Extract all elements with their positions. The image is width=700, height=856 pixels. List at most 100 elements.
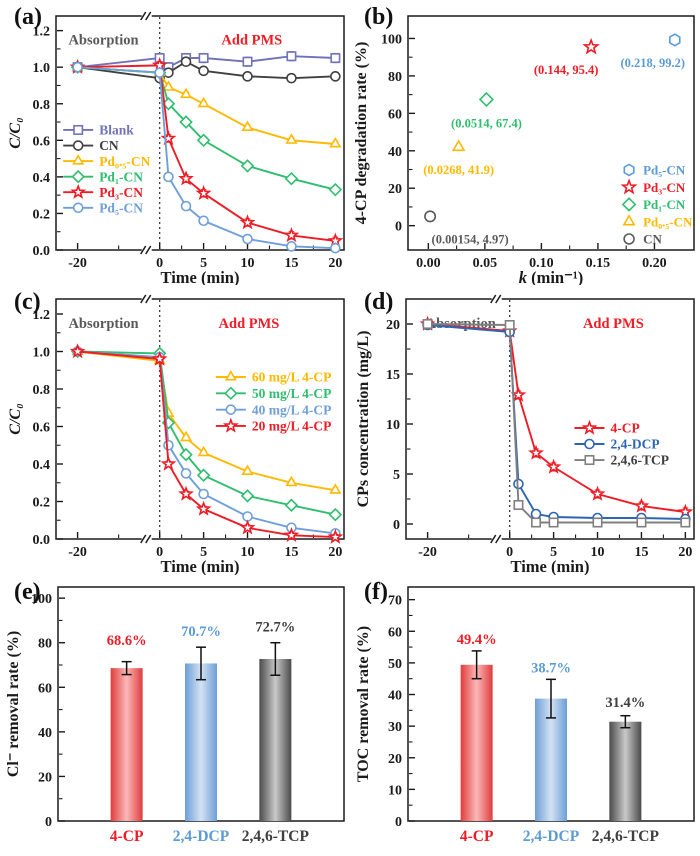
svg-text:Time (min): Time (min) [161, 268, 240, 285]
svg-text:0.4: 0.4 [33, 458, 51, 473]
svg-text:0.0: 0.0 [33, 244, 51, 259]
svg-text:15: 15 [284, 256, 298, 271]
legend: Pd₅-CN Pd₃-CN Pd₁-CN Pd₀.₅-CN CN [620, 163, 693, 247]
x-axis: 0.00 0.05 0.10 0.15 0.20 [416, 243, 667, 271]
panel-label-e: (e) [14, 579, 41, 605]
svg-text:0: 0 [156, 256, 163, 271]
svg-text:Cl⁻ removal rate (%): Cl⁻ removal rate (%) [5, 631, 22, 777]
y-axis: 0.0 0.2 0.4 0.6 0.8 1.0 1.2 C/C₀ [7, 308, 63, 548]
panel-a-chart: 0.0 0.2 0.4 0.6 0.8 1.0 1.2 C/C₀ -20 0 5 10 15 20 Time… [0, 0, 350, 285]
panel-label-c: (c) [14, 289, 41, 315]
svg-text:2,4,6-TCP: 2,4,6-TCP [242, 828, 310, 845]
svg-text:10: 10 [591, 545, 605, 560]
svg-text:100: 100 [381, 32, 402, 47]
x-axis: -20 0 5 10 15 20 [68, 243, 342, 271]
svg-text:Pd₅-CN: Pd₅-CN [643, 163, 686, 178]
svg-text:40 mg/L 4-CP: 40 mg/L 4-CP [252, 402, 332, 417]
svg-text:40: 40 [388, 145, 402, 160]
bar-4-CP: 49.4% 4-CP [457, 632, 497, 845]
y-axis: 0 5 10 15 20 CPs concentration (mg/L) [355, 318, 413, 533]
svg-text:0.2: 0.2 [33, 207, 51, 222]
svg-text:Pd₁-CN: Pd₁-CN [99, 169, 143, 184]
svg-text:-20: -20 [418, 545, 437, 560]
svg-text:0.15: 0.15 [586, 256, 611, 271]
svg-text:Blank: Blank [99, 123, 134, 138]
chart-svg-2: 0.0 0.2 0.4 0.6 0.8 1.0 1.2 C/C₀ -20 0 5 10 15 20 Time… [7, 294, 345, 575]
panel-label-a: (a) [14, 4, 42, 30]
svg-text:0.05: 0.05 [473, 256, 498, 271]
point-Pd₁-CN: (0.0514, 67.4) [451, 91, 522, 130]
svg-text:Pd₁-CN: Pd₁-CN [643, 197, 686, 212]
svg-text:20: 20 [386, 318, 400, 333]
svg-text:0.10: 0.10 [529, 256, 554, 271]
svg-text:31.4%: 31.4% [605, 695, 645, 711]
panel-f: (f) 0 10 20 30 40 50 60 70 TOC removal rate (%) 4… [350, 575, 700, 856]
svg-text:0.8: 0.8 [33, 98, 51, 113]
svg-text:15: 15 [386, 368, 400, 383]
panel-e-chart: 0 20 40 60 80 100 Cl⁻ removal rate (%) 68.6% 4-C… [0, 575, 350, 856]
svg-text:0.20: 0.20 [642, 256, 667, 271]
point-Pd₅-CN: (0.218, 99.2) [620, 33, 685, 70]
svg-text:72.7%: 72.7% [255, 620, 295, 636]
svg-text:5: 5 [550, 545, 557, 560]
svg-text:Absorption: Absorption [68, 316, 138, 332]
svg-text:C/C₀: C/C₀ [7, 117, 24, 148]
svg-text:15: 15 [634, 545, 648, 560]
svg-text:Pd₀.₅-CN: Pd₀.₅-CN [643, 214, 693, 229]
svg-text:0.8: 0.8 [33, 383, 51, 398]
svg-text:0: 0 [395, 220, 402, 235]
svg-text:68.6%: 68.6% [107, 633, 147, 649]
svg-text:(0.00154, 4.97): (0.00154, 4.97) [432, 232, 509, 246]
series-4-CP [419, 315, 694, 519]
svg-text:1.2: 1.2 [33, 25, 51, 40]
panel-label-b: (b) [364, 4, 394, 30]
panel-b: (b) 0 20 40 60 80 100 4-CP degradation rate (%… [350, 0, 700, 285]
svg-text:20 mg/L 4-CP: 20 mg/L 4-CP [252, 419, 332, 434]
svg-text:40: 40 [38, 726, 52, 741]
svg-text:Pd₃-CN: Pd₃-CN [99, 185, 143, 200]
chart-svg-5: 0 10 20 30 40 50 60 70 TOC removal rate (%) 49.4%… [355, 586, 695, 845]
svg-text:(0.0514, 67.4): (0.0514, 67.4) [451, 116, 522, 130]
svg-text:0.6: 0.6 [33, 421, 51, 436]
panel-label-f: (f) [364, 579, 388, 605]
panel-label-d: (d) [364, 289, 394, 315]
bar-2,4-DCP: 70.7% 2,4-DCP [173, 624, 230, 845]
bar-2,4-DCP: 38.7% 2,4-DCP [523, 660, 580, 845]
svg-text:20: 20 [328, 256, 342, 271]
svg-text:4-CP: 4-CP [110, 828, 144, 845]
svg-text:Time (min): Time (min) [511, 557, 590, 575]
panel-c: (c) 0.0 0.2 0.4 0.6 0.8 1.0 1.2 C/C₀ -20 0 5 10 15 20… [0, 285, 350, 575]
svg-text:-20: -20 [68, 256, 87, 271]
svg-text:CN: CN [99, 138, 119, 153]
svg-text:0: 0 [395, 815, 402, 830]
svg-text:50 mg/L 4-CP: 50 mg/L 4-CP [252, 386, 332, 401]
svg-text:Absorption: Absorption [68, 32, 138, 48]
point-CN: (0.00154, 4.97) [424, 210, 509, 246]
svg-text:0.2: 0.2 [33, 496, 51, 511]
svg-text:15: 15 [284, 545, 298, 560]
svg-text:Pd₀.₅-CN: Pd₀.₅-CN [99, 154, 150, 169]
bar-2,4,6-TCP: 31.4% 2,4,6-TCP [592, 695, 660, 845]
y-axis: 0.0 0.2 0.4 0.6 0.8 1.0 1.2 C/C₀ [7, 25, 63, 259]
bar-2,4,6-TCP: 72.7% 2,4,6-TCP [242, 620, 310, 845]
series-Pd₅-CN [72, 61, 341, 254]
svg-text:5: 5 [200, 256, 207, 271]
svg-text:1.0: 1.0 [33, 61, 51, 76]
svg-text:Pd₃-CN: Pd₃-CN [643, 180, 686, 195]
svg-text:60: 60 [388, 625, 402, 640]
panel-e: (e) 0 20 40 60 80 100 Cl⁻ removal rate (%) 68.6… [0, 575, 350, 856]
svg-text:60: 60 [388, 107, 402, 122]
point-Pd₃-CN: (0.144, 95.4) [534, 37, 600, 77]
svg-text:10: 10 [386, 418, 400, 433]
series-2,4,6-TCP [422, 318, 691, 528]
y-axis: 0 10 20 30 40 50 60 70 TOC removal rate (%) [355, 594, 415, 830]
svg-text:70: 70 [388, 594, 402, 609]
svg-text:10: 10 [241, 545, 255, 560]
svg-text:(0.0268, 41.9): (0.0268, 41.9) [423, 163, 494, 177]
svg-text:2,4,6-TCP: 2,4,6-TCP [610, 453, 669, 468]
svg-text:20: 20 [38, 770, 52, 785]
svg-text:4-CP degradation rate (%): 4-CP degradation rate (%) [353, 42, 370, 225]
